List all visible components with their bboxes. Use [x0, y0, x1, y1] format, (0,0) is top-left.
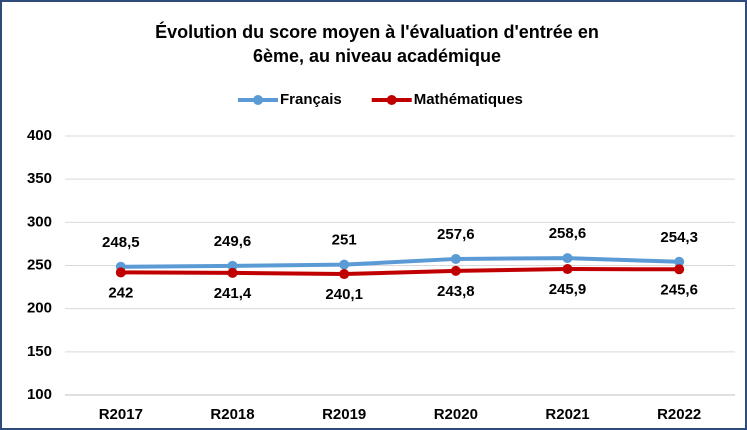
y-tick-label: 250 — [27, 256, 52, 273]
legend-label: Français — [280, 91, 342, 108]
series-line — [120, 256, 680, 269]
data-label: 242 — [108, 284, 133, 301]
data-label: 241,4 — [214, 285, 252, 302]
data-label: 248,5 — [102, 234, 140, 251]
data-label: 245,6 — [660, 281, 698, 298]
point — [450, 253, 461, 264]
data-label: 245,9 — [549, 281, 587, 298]
x-tick-label: R2019 — [322, 406, 366, 423]
x-tick-label: R2021 — [545, 406, 589, 423]
data-label: 240,1 — [325, 286, 363, 303]
legend-label: Mathématiques — [414, 91, 523, 108]
data-label: 243,8 — [437, 283, 475, 300]
data-label: 254,3 — [660, 229, 698, 246]
x-tick-label: R2020 — [434, 406, 478, 423]
point — [674, 264, 685, 275]
chart-title: 6ème, au niveau académique — [253, 46, 501, 66]
point — [115, 267, 126, 278]
series-line — [120, 267, 680, 277]
point — [227, 267, 238, 278]
data-label: 257,6 — [437, 226, 475, 243]
chart-title: Évolution du score moyen à l'évaluation … — [155, 21, 599, 42]
y-tick-label: 200 — [27, 300, 52, 317]
point — [227, 260, 238, 271]
y-tick-label: 350 — [27, 170, 52, 187]
x-tick-label: R2017 — [99, 406, 143, 423]
data-label: 251 — [332, 232, 357, 249]
point — [562, 253, 573, 264]
y-tick-label: 100 — [27, 386, 52, 403]
point — [339, 259, 350, 270]
point — [450, 265, 461, 276]
x-tick-label: R2018 — [210, 406, 254, 423]
x-tick-label: R2022 — [657, 406, 701, 423]
point — [339, 269, 350, 280]
data-label: 258,6 — [549, 225, 587, 242]
point — [674, 256, 685, 267]
y-tick-label: 300 — [27, 213, 52, 230]
legend-marker — [253, 95, 263, 105]
y-tick-label: 150 — [27, 343, 52, 360]
y-tick-label: 400 — [27, 127, 52, 144]
point — [562, 264, 573, 275]
legend-marker — [386, 95, 397, 105]
data-label: 249,6 — [214, 233, 252, 250]
